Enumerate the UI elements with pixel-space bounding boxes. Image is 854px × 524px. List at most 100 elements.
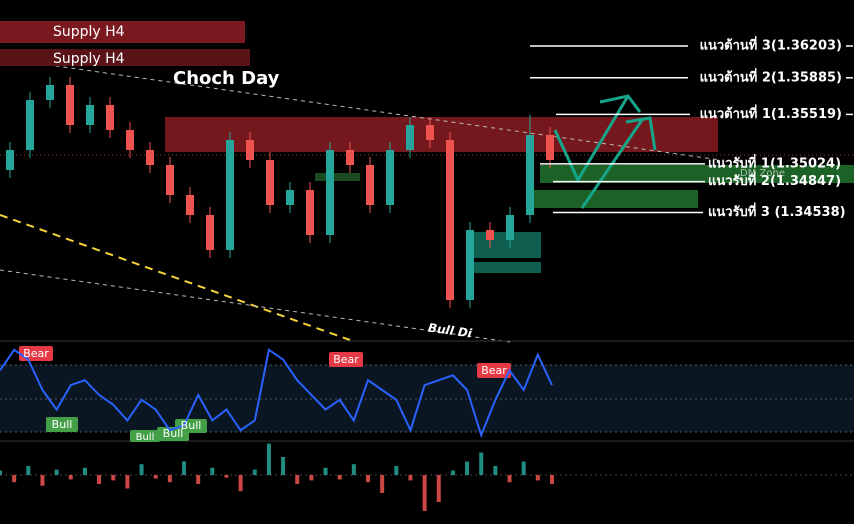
level-label: แนวรับที่ 2(1.34847) bbox=[708, 171, 841, 189]
level-label: แนวรับที่ 1(1.35024) bbox=[708, 153, 841, 171]
arrow-head bbox=[625, 116, 657, 151]
candle-body bbox=[526, 135, 534, 215]
histogram-bar bbox=[521, 461, 526, 475]
bull-box bbox=[130, 430, 160, 442]
histogram-bar bbox=[309, 475, 314, 481]
histogram-bar bbox=[125, 475, 130, 489]
candle-body bbox=[66, 85, 74, 125]
candle-body bbox=[326, 150, 334, 235]
histogram-bar bbox=[422, 475, 427, 511]
histogram-bar bbox=[337, 475, 342, 480]
candle-body bbox=[386, 150, 394, 205]
bear-box bbox=[477, 363, 511, 378]
histogram-bar bbox=[266, 443, 271, 475]
histogram-bar bbox=[394, 466, 399, 475]
signal-label: Bear bbox=[481, 364, 507, 377]
candle-body bbox=[86, 105, 94, 125]
annotation: DM Zone bbox=[740, 168, 785, 179]
candle-body bbox=[306, 190, 314, 235]
bull-box bbox=[46, 417, 78, 432]
bear-box bbox=[329, 352, 363, 367]
level-label: แนวต้านที่ 1(1.35519) bbox=[700, 104, 842, 122]
arrow bbox=[553, 95, 630, 184]
candle-body bbox=[446, 140, 454, 300]
histogram-bar bbox=[380, 475, 385, 493]
histogram-bar bbox=[153, 475, 158, 479]
signal-label: Bear bbox=[23, 347, 49, 360]
oscillator-line bbox=[0, 348, 553, 439]
histogram-bar bbox=[436, 475, 441, 502]
candle-body bbox=[426, 125, 434, 140]
histogram-bar bbox=[210, 467, 215, 475]
histogram-bar bbox=[323, 467, 328, 475]
histogram-bar bbox=[82, 467, 87, 475]
histogram-bar bbox=[182, 461, 186, 475]
candle-body bbox=[6, 150, 14, 170]
demand-zone bbox=[540, 165, 854, 183]
marks bbox=[0, 45, 853, 511]
supply-label-box bbox=[0, 21, 245, 43]
trend-line bbox=[0, 269, 511, 343]
histogram-bar bbox=[295, 475, 300, 484]
signal-label: Bull bbox=[163, 427, 184, 440]
demand-zone bbox=[315, 173, 360, 181]
annotation: Bull Di bbox=[427, 321, 474, 341]
histogram-bar bbox=[252, 469, 257, 475]
histogram-bar bbox=[366, 475, 370, 483]
annotation: Supply H4 bbox=[53, 51, 125, 67]
candle-body bbox=[266, 160, 274, 205]
histogram-bar bbox=[224, 475, 229, 478]
bull-box bbox=[175, 419, 207, 433]
histogram-bar bbox=[40, 475, 45, 486]
histogram-bar bbox=[465, 461, 470, 475]
candle-body bbox=[546, 135, 554, 160]
histogram-bar bbox=[281, 457, 286, 475]
level-label: แนวรับที่ 3 (1.34538) bbox=[708, 202, 846, 220]
candle-body bbox=[26, 100, 34, 150]
trend-line bbox=[0, 214, 351, 341]
candle-body bbox=[186, 195, 194, 215]
candle-body bbox=[486, 230, 494, 240]
bear-box bbox=[19, 346, 53, 361]
histogram-bar bbox=[68, 475, 73, 480]
trend-line bbox=[0, 57, 721, 161]
candle-body bbox=[506, 215, 514, 240]
annotation: Choch Day bbox=[173, 68, 280, 89]
histogram-bar bbox=[238, 475, 243, 492]
candle-body bbox=[106, 105, 114, 130]
candle-body bbox=[166, 165, 174, 195]
level-label: แนวต้านที่ 3(1.36203) bbox=[700, 36, 842, 54]
histogram-bar bbox=[196, 475, 201, 484]
candle-body bbox=[346, 150, 354, 165]
histogram-bar bbox=[351, 464, 356, 475]
candle-body bbox=[206, 215, 214, 250]
annotation: Supply H4 bbox=[53, 24, 125, 40]
histogram-bar bbox=[535, 475, 540, 481]
demand-zone bbox=[528, 190, 698, 208]
candle-body bbox=[126, 130, 134, 150]
histogram-bar bbox=[111, 475, 116, 481]
candle-body bbox=[46, 85, 54, 100]
demand-zone bbox=[467, 262, 541, 273]
demand-zone bbox=[467, 232, 541, 258]
layout bbox=[0, 21, 854, 476]
histogram-bar bbox=[167, 475, 172, 483]
signal-label: Bull bbox=[52, 418, 73, 431]
level-label: แนวต้านที่ 2(1.35885) bbox=[700, 67, 842, 85]
histogram-bar bbox=[12, 475, 17, 483]
candle-body bbox=[146, 150, 154, 165]
histogram-bar bbox=[450, 470, 455, 475]
candle-body bbox=[366, 165, 374, 205]
histogram-bar bbox=[408, 475, 413, 481]
candle-body bbox=[406, 125, 414, 150]
histogram-bar bbox=[139, 464, 144, 475]
signal-label: Bull bbox=[181, 419, 202, 432]
histogram-bar bbox=[54, 469, 59, 475]
candle-body bbox=[246, 140, 254, 160]
histogram-bar bbox=[550, 475, 554, 484]
candle-body bbox=[466, 230, 474, 300]
candle-body bbox=[286, 190, 294, 205]
histogram-bar bbox=[26, 466, 31, 475]
histogram-bar bbox=[479, 452, 484, 475]
